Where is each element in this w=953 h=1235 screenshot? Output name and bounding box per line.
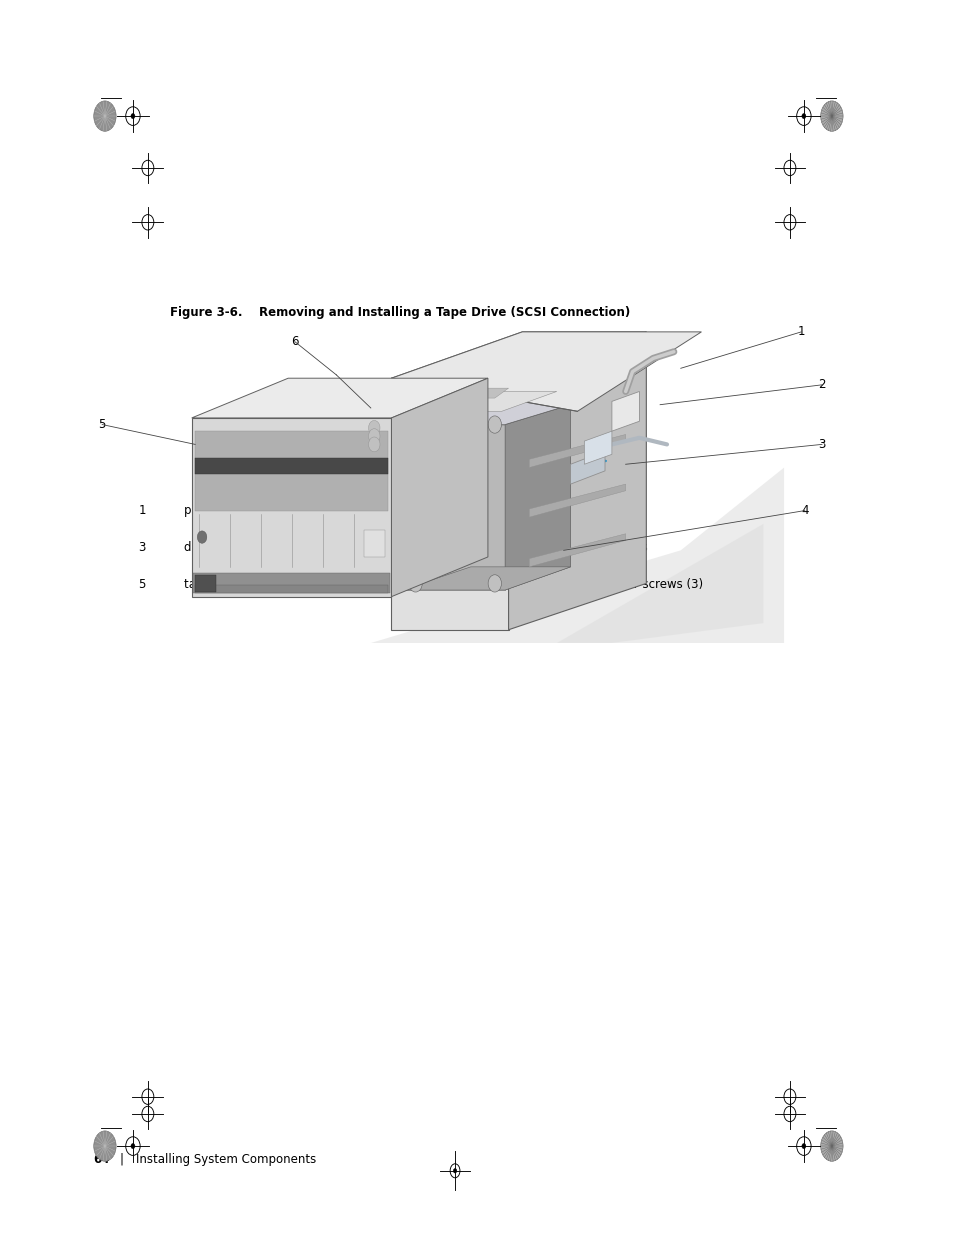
Text: 4: 4 <box>801 504 807 517</box>
Polygon shape <box>195 431 388 510</box>
Text: 1: 1 <box>138 504 146 517</box>
Polygon shape <box>391 332 646 378</box>
Circle shape <box>453 1168 456 1173</box>
Text: drive bay screw slots: drive bay screw slots <box>522 541 647 555</box>
Polygon shape <box>391 332 700 411</box>
Polygon shape <box>570 451 604 484</box>
Circle shape <box>488 416 501 433</box>
Polygon shape <box>401 567 570 590</box>
Text: 3: 3 <box>138 541 146 555</box>
Text: 5: 5 <box>138 578 146 592</box>
Circle shape <box>801 114 805 119</box>
Text: 64: 64 <box>93 1152 110 1166</box>
Circle shape <box>131 114 134 119</box>
Text: Installing System Components: Installing System Components <box>136 1152 316 1166</box>
Polygon shape <box>584 431 611 464</box>
Polygon shape <box>195 458 388 474</box>
Circle shape <box>801 1144 805 1149</box>
Circle shape <box>368 429 379 443</box>
Polygon shape <box>195 585 388 593</box>
Circle shape <box>398 403 412 420</box>
Polygon shape <box>529 435 625 468</box>
Text: data cable: data cable <box>522 504 584 517</box>
Text: |: | <box>119 1152 123 1166</box>
Text: 4: 4 <box>476 541 484 555</box>
Polygon shape <box>611 391 639 431</box>
Text: Figure 3-6.    Removing and Installing a Tape Drive (SCSI Connection): Figure 3-6. Removing and Installing a Ta… <box>170 306 629 319</box>
Circle shape <box>368 420 379 435</box>
Text: drive release latch: drive release latch <box>184 541 294 555</box>
Circle shape <box>488 574 501 592</box>
Polygon shape <box>192 417 391 597</box>
Text: 5: 5 <box>98 417 106 431</box>
Text: 6: 6 <box>291 335 298 348</box>
Text: 2: 2 <box>476 504 484 517</box>
Polygon shape <box>412 391 557 411</box>
Circle shape <box>197 531 207 543</box>
Polygon shape <box>195 576 215 592</box>
Polygon shape <box>391 352 570 425</box>
Ellipse shape <box>820 1131 842 1161</box>
Polygon shape <box>192 378 487 417</box>
Polygon shape <box>425 388 467 398</box>
Ellipse shape <box>820 101 842 131</box>
Polygon shape <box>467 388 508 398</box>
Polygon shape <box>401 425 504 590</box>
Polygon shape <box>529 484 625 517</box>
Polygon shape <box>253 524 762 643</box>
Polygon shape <box>504 405 570 590</box>
Polygon shape <box>363 531 384 557</box>
Circle shape <box>131 1144 134 1149</box>
Polygon shape <box>508 332 646 630</box>
Polygon shape <box>371 468 783 643</box>
Text: 6: 6 <box>476 578 484 592</box>
Text: 1: 1 <box>797 325 804 338</box>
Polygon shape <box>391 378 508 630</box>
Text: 3: 3 <box>818 438 824 451</box>
Circle shape <box>368 437 379 452</box>
Polygon shape <box>193 573 390 593</box>
Text: 2: 2 <box>818 378 825 391</box>
Polygon shape <box>391 378 487 597</box>
Ellipse shape <box>93 1131 116 1161</box>
Text: power cable: power cable <box>184 504 255 517</box>
Text: tape drive: tape drive <box>184 578 245 592</box>
Circle shape <box>409 574 422 592</box>
Ellipse shape <box>93 101 116 131</box>
Text: tape drive shoulder screws (3): tape drive shoulder screws (3) <box>522 578 702 592</box>
Polygon shape <box>529 534 625 567</box>
